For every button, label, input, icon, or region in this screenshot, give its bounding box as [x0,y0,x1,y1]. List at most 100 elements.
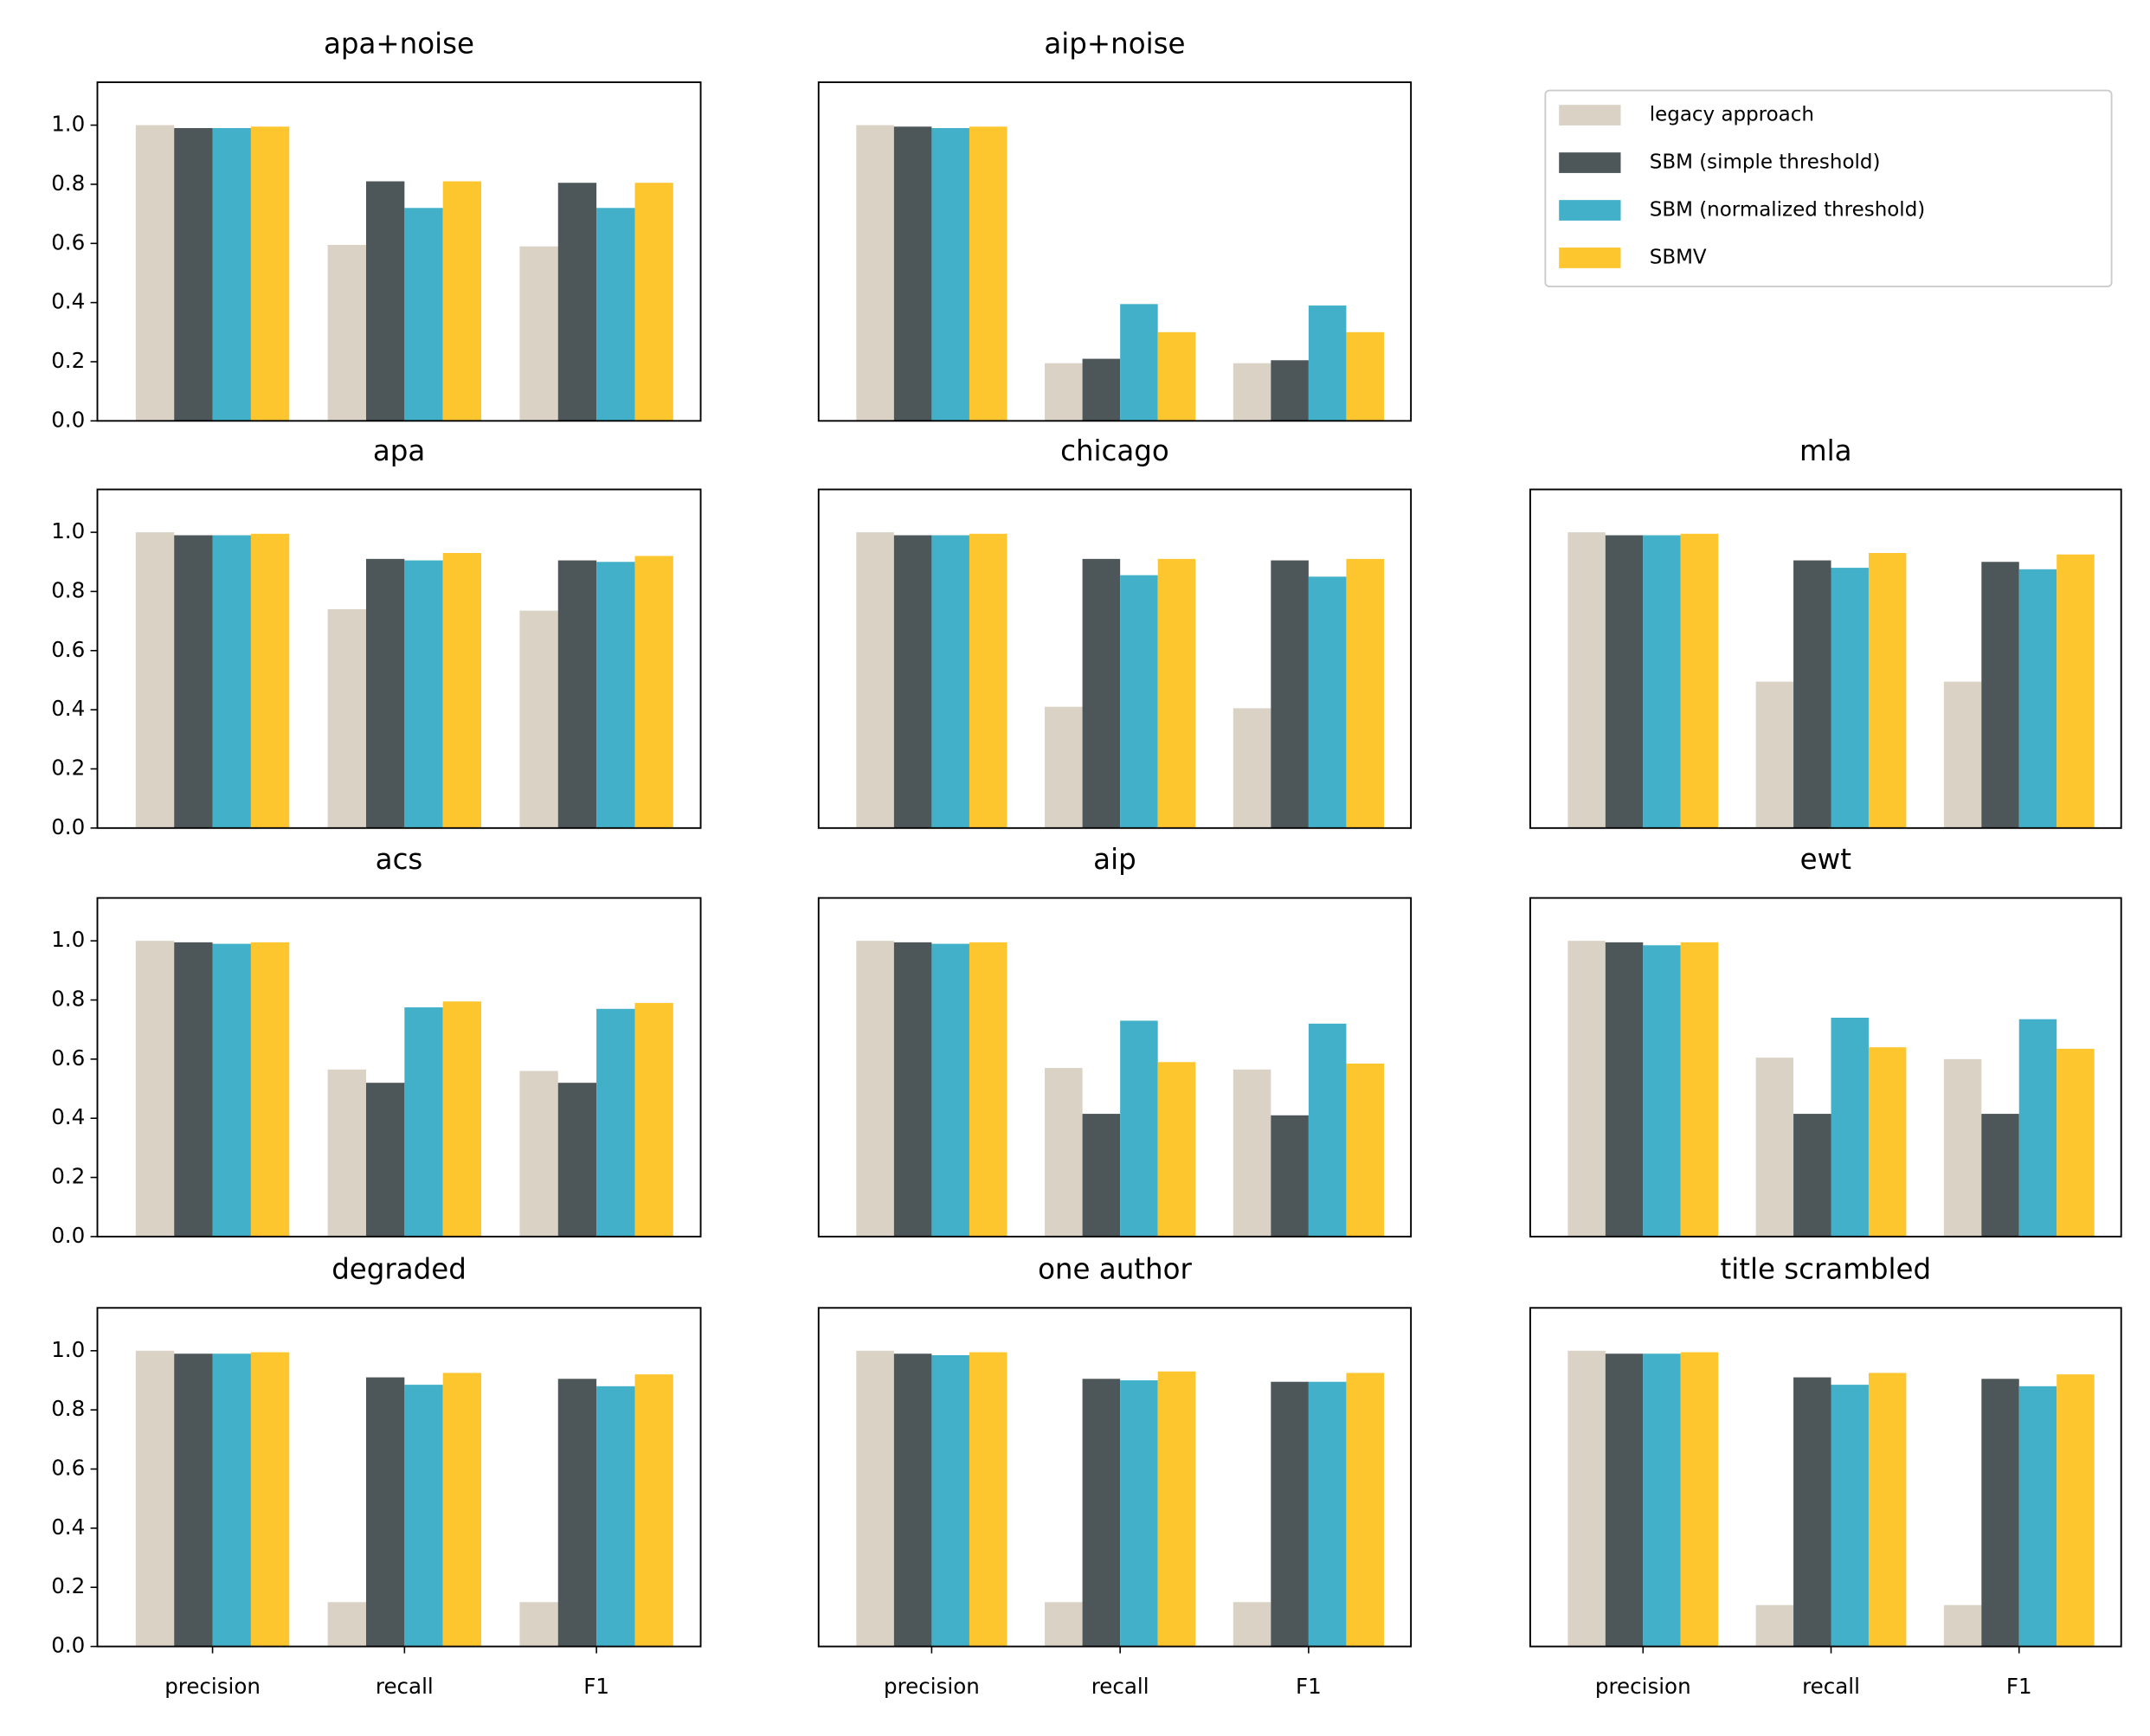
bar [1346,1373,1384,1647]
y-tick-label: 0.4 [51,696,85,721]
x-tick-label: precision [164,1674,261,1699]
bar [1567,532,1606,828]
bar [1233,1602,1271,1647]
bar [212,1353,251,1647]
bar [1308,1023,1347,1237]
subplot: chicago [817,434,1413,829]
bar [856,532,894,828]
bar [1981,1379,2019,1647]
bar [2057,1048,2095,1237]
bar [634,183,673,421]
bar [1082,1114,1121,1237]
bar [1567,1350,1606,1647]
y-tick-label: 1.0 [51,927,85,952]
y-tick-label: 1.0 [51,518,85,543]
bar [1831,568,1869,828]
bar [969,533,1007,828]
bar [250,942,290,1237]
bar [1082,1379,1121,1647]
x-tick-label: recall [1802,1674,1860,1699]
y-tick-label: 0.8 [51,170,85,196]
bar [1868,1373,1907,1647]
bar [519,610,558,828]
subplot: ewt [1529,843,2122,1238]
legend-label: SBM (normalized threshold) [1650,199,1925,222]
y-tick-label: 0.6 [51,1045,85,1071]
x-tick-label: precision [1595,1674,1691,1699]
bar [174,128,213,421]
subplot-title: degraded [332,1253,467,1286]
bar [365,1377,405,1647]
bar [1120,304,1158,421]
y-tick-label: 0.8 [51,577,85,602]
bar [327,245,366,421]
bar [404,208,443,421]
y-tick-label: 0.0 [51,814,85,839]
bar [1680,1352,1719,1647]
y-tick-label: 0.0 [51,1223,85,1248]
bar [1755,1604,1794,1647]
legend-label: SBM (simple threshold) [1650,151,1881,174]
y-tick-label: 0.4 [51,1514,85,1540]
legend-label: SBMV [1650,246,1707,268]
bar [1045,363,1083,421]
bar [1308,305,1347,421]
bar [1793,560,1831,828]
bar [1605,942,1644,1237]
bar [1981,562,2019,828]
bar [931,535,969,828]
y-tick-label: 0.2 [51,755,85,780]
bar [1157,1371,1196,1647]
subplot-title: one author [1038,1253,1192,1286]
y-tick-label: 0.0 [51,1633,85,1658]
bar [1271,1381,1309,1647]
subplot: apa 0.0 0.2 0.4 0.6 0.8 1.0 [51,434,702,839]
bar [1045,1068,1083,1237]
subplot-title: title scrambled [1720,1253,1931,1286]
bar [442,1001,482,1237]
bar [1271,360,1309,421]
subplot-title: apa+noise [324,27,474,60]
bar [1755,1058,1794,1237]
y-tick-label: 0.4 [51,1104,85,1129]
legend-swatch [1559,200,1621,221]
bar [404,560,443,828]
legend: legacy approach SBM (simple threshold) SBM… [1544,89,2113,288]
bar [1233,708,1271,828]
bar [2018,1019,2057,1237]
bar [969,942,1007,1237]
bar [2057,554,2095,828]
bar [1045,1602,1083,1647]
bar [1157,331,1196,421]
bar [1082,558,1121,828]
bar [250,533,290,828]
bar [1120,1379,1158,1647]
bar [1308,1381,1347,1647]
y-tick-label: 0.8 [51,1396,85,1421]
bar [212,943,251,1237]
subplot-title: aip+noise [1044,27,1185,60]
bar [327,608,366,828]
bar [1120,1020,1158,1237]
bar [365,558,405,828]
bar [174,1353,213,1647]
bar [1831,1385,1869,1647]
bar [442,553,482,828]
bar [1346,331,1384,421]
bar [519,246,558,421]
bar [519,1602,558,1647]
bar [1233,363,1271,421]
bar [174,535,213,828]
x-tick-label: F1 [1296,1674,1322,1699]
bar [212,535,251,828]
bar [2057,1374,2095,1647]
bar [1793,1114,1831,1237]
subplot-title: aip [1093,843,1136,876]
axes-frame [96,897,702,1238]
bar [557,1083,597,1237]
subplot: degraded 0.0 0.2 0.4 0.6 0.8 1.0 precision recal… [51,1253,702,1699]
bar [1271,1115,1309,1237]
bar [327,1069,366,1237]
bar [1567,941,1606,1237]
bar [1680,942,1719,1237]
